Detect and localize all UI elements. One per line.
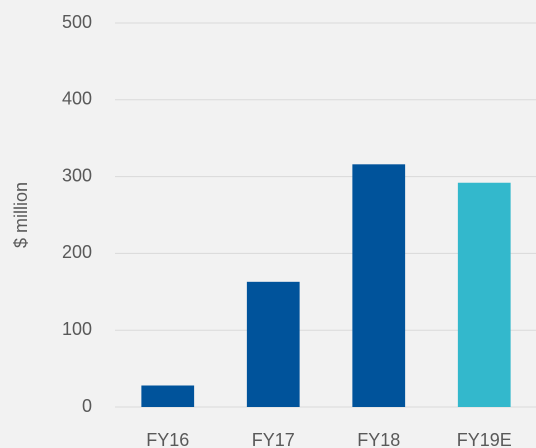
y-tick-label: 200 [62,242,92,262]
x-tick-label: FY19E [457,430,512,448]
bar [246,281,300,407]
y-tick-label: 0 [82,396,92,416]
y-tick-label: 500 [62,12,92,32]
y-axis-label: $ million [11,182,31,248]
bar [141,385,195,407]
y-tick-label: 100 [62,319,92,339]
x-tick-label: FY17 [252,430,295,448]
y-tick-label: 400 [62,89,92,109]
x-tick-label: FY18 [357,430,400,448]
x-tick-label: FY16 [146,430,189,448]
bar [352,164,406,407]
bar [457,182,511,407]
y-tick-label: 300 [62,165,92,185]
